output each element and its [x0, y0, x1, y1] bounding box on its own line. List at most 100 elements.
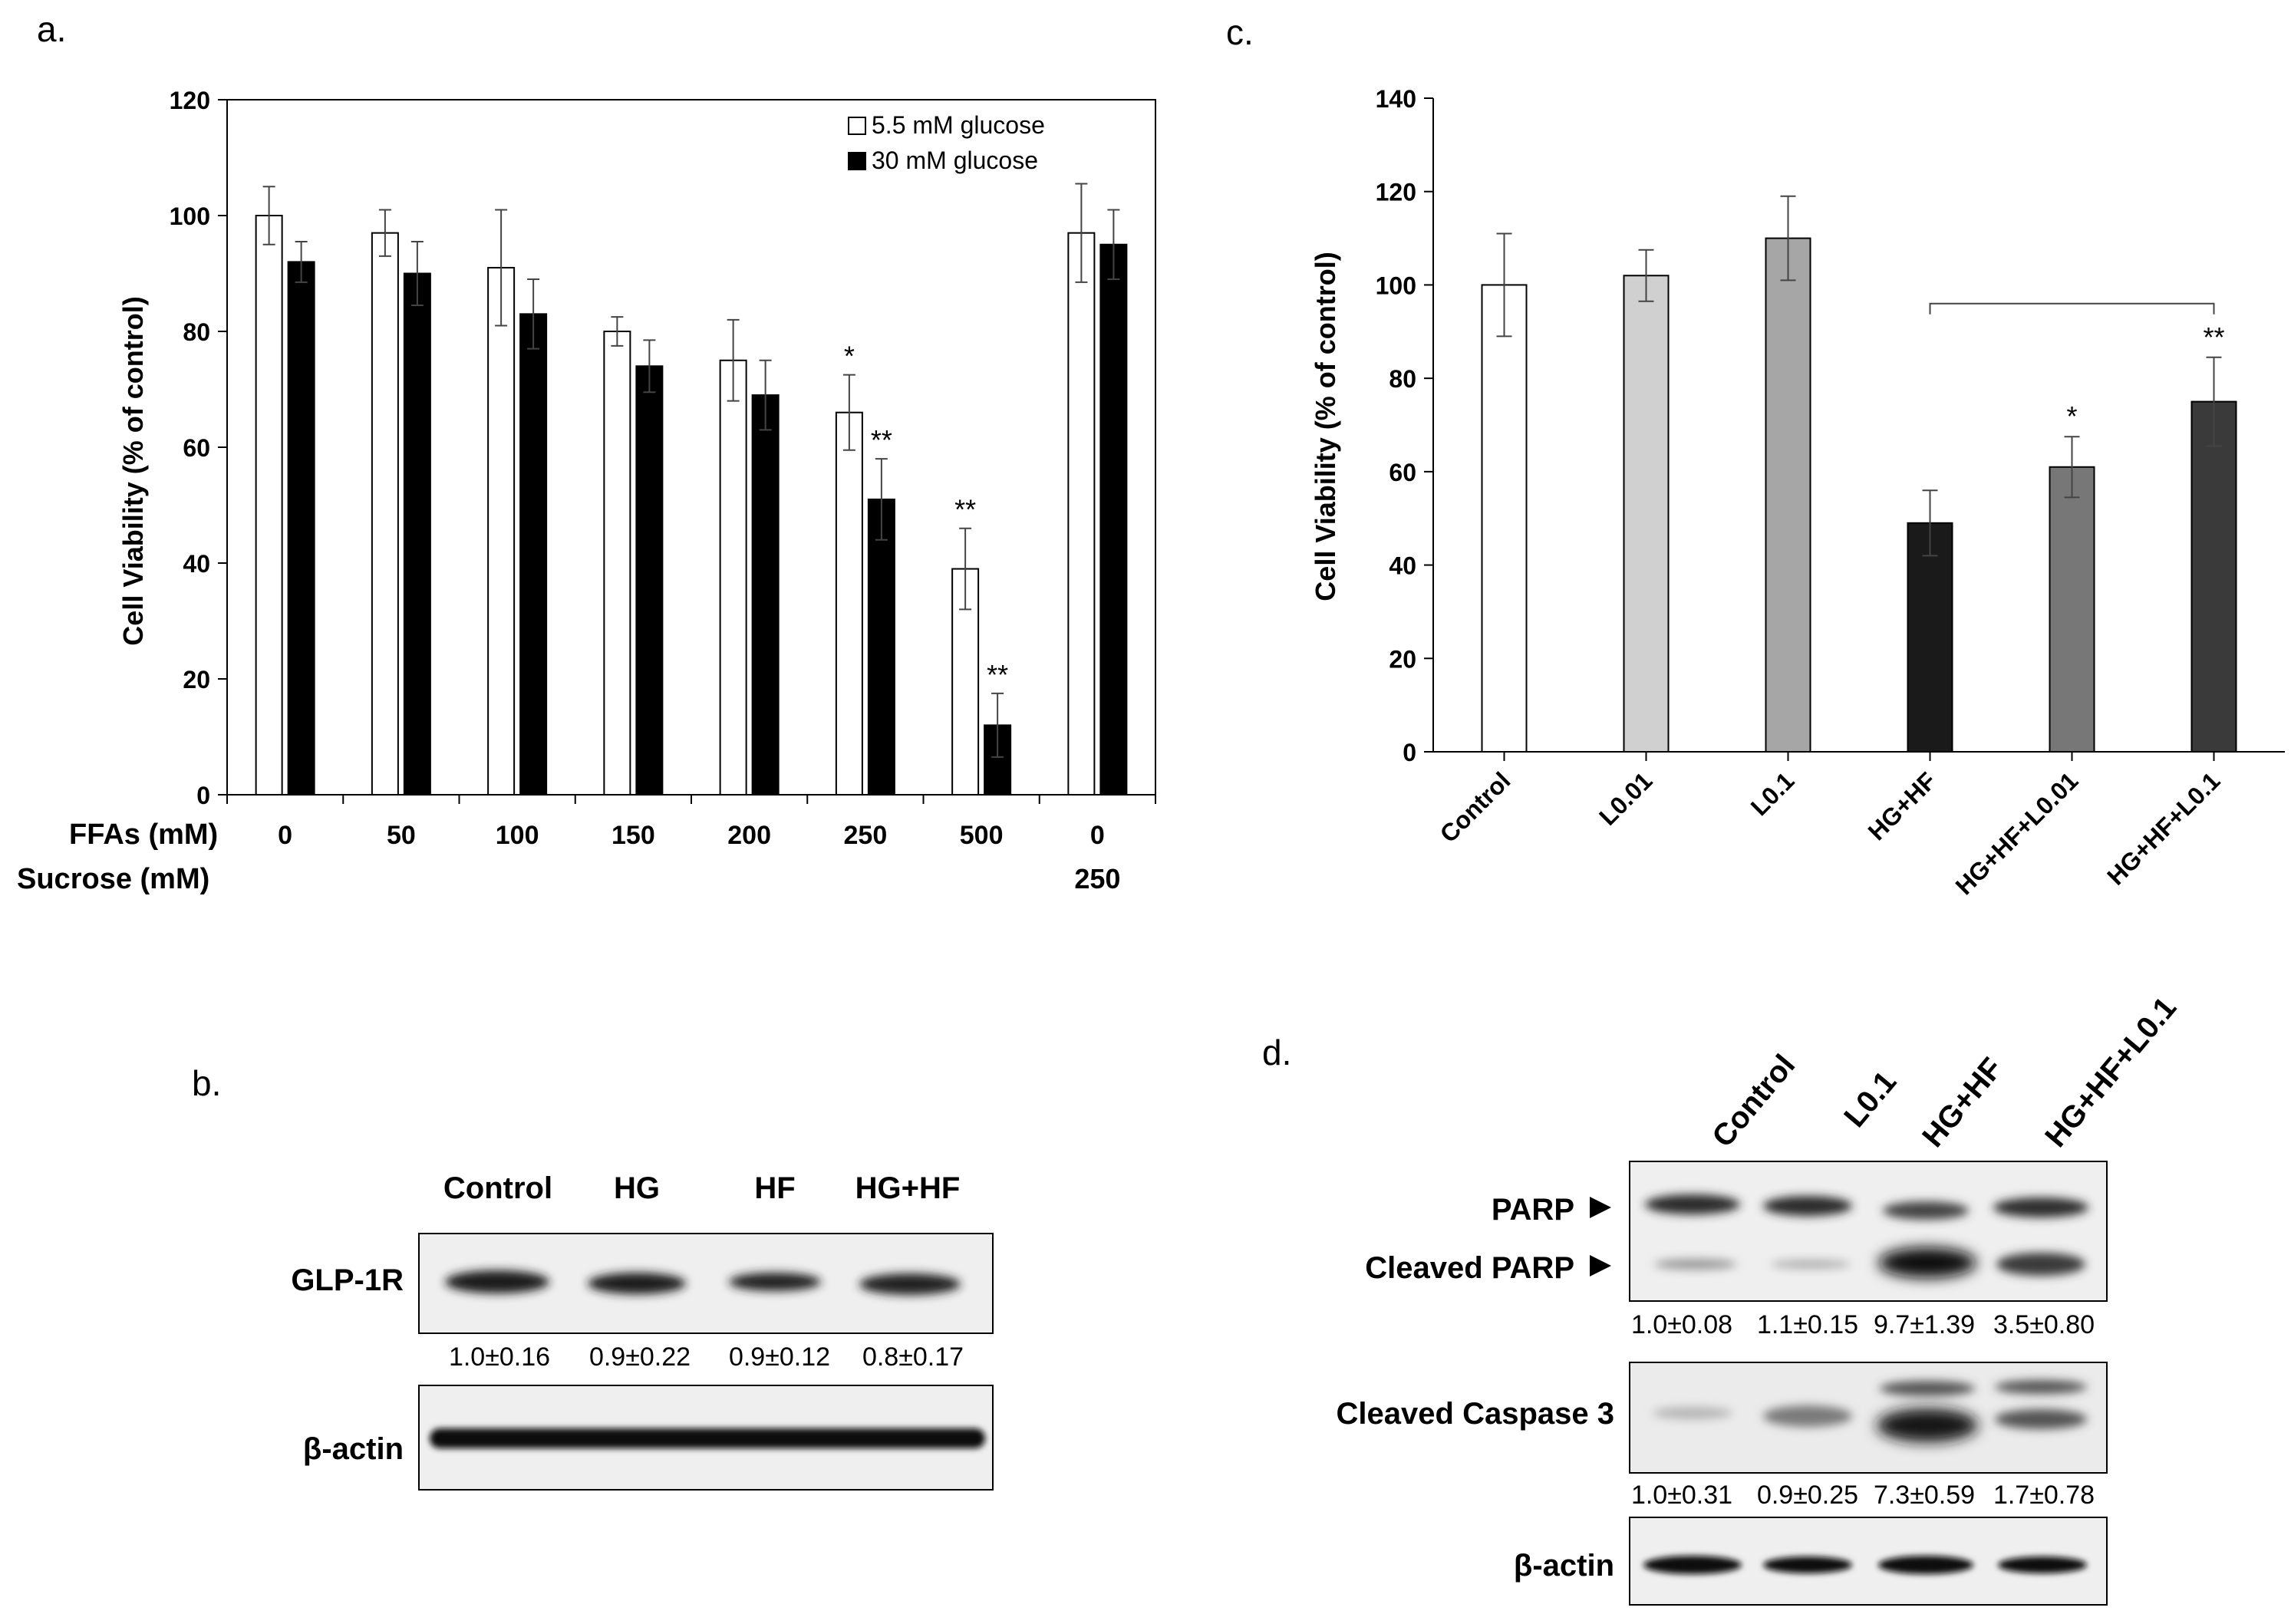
- chart-c-y-tick-label: 80: [1389, 365, 1416, 393]
- chart-c-y-tick-label: 20: [1389, 645, 1416, 673]
- bar-30mm-glucose: [751, 394, 780, 796]
- panel-label-a: a.: [37, 9, 66, 49]
- band-cleaved-parp-l01: [1771, 1260, 1851, 1269]
- chart-c-y-tick-label: 0: [1403, 739, 1416, 766]
- bar-30mm-glucose: [1099, 243, 1128, 796]
- bar-5-5mm-glucose: [371, 232, 399, 796]
- blot-d-lane-control: Control: [1706, 1049, 1801, 1154]
- chart-a-ffa-tick-label: 0: [1090, 821, 1105, 850]
- chart-c-y-axis-label: Cell Viability (% of control): [1310, 252, 1341, 601]
- blot-b: Control HG HF HG+HF GLP-1R 1.0±0.16 0.9±…: [291, 1171, 994, 1491]
- blot-d-parp-label: PARP: [1492, 1193, 1574, 1227]
- chart-a-y-axis-label: Cell Viability (% of control): [117, 296, 149, 645]
- bar-5-5mm-glucose: [951, 568, 980, 796]
- significance-marker: *: [2066, 400, 2077, 432]
- chart-a-frame: [226, 99, 1156, 796]
- bar-5-5mm-glucose: [255, 215, 283, 796]
- blot-b-quant-hg: 0.9±0.22: [589, 1342, 691, 1372]
- blot-d-parp-quant-hghf: 9.7±1.39: [1874, 1310, 1975, 1339]
- chart-c-x-tick-label: L0.1: [1745, 766, 1800, 821]
- chart-a-ffa-tick-label: 100: [496, 821, 539, 850]
- band-actin-b: [430, 1428, 985, 1448]
- chart-c-y-tick-label: 40: [1389, 552, 1416, 580]
- blot-d-lane-hghf-l01: HG+HF+L0.1: [2039, 991, 2183, 1154]
- band-caspase-hghf: [1877, 1408, 1978, 1442]
- blot-b-lane-control: Control: [443, 1171, 552, 1205]
- blot-b-lane-hg: HG: [614, 1171, 660, 1205]
- chart-a-y-tick-label: 60: [183, 434, 210, 462]
- blot-d-parp-membrane: [1629, 1161, 2108, 1302]
- band-actin-d-hghf-l01: [1998, 1556, 2087, 1573]
- blot-d-caspase-quant-control: 1.0±0.31: [1631, 1481, 1732, 1510]
- band-glp1r-control: [445, 1270, 549, 1293]
- comparison-bracket: [1929, 302, 2215, 315]
- chart-c-x-tick-label: HG+HF+L0.01: [1950, 766, 2084, 900]
- chart-c-x-tick-label: HG+HF+L0.1: [2101, 766, 2225, 890]
- band-parp-l01: [1763, 1196, 1852, 1216]
- band-glp1r-hf: [729, 1273, 821, 1291]
- chart-a-ffa-row-label: FFAs (mM): [69, 819, 218, 851]
- chart-c-y-tick-label: 120: [1376, 179, 1416, 206]
- chart-a-ffa-tick-label: 500: [960, 821, 1004, 850]
- blot-d: Control L0.1 HG+HF HG+HF+L0.1 PARP Cleav…: [1337, 991, 2183, 1606]
- chart-c-y-tick-label: 140: [1376, 85, 1416, 113]
- chart-a-y-tick-label: 20: [183, 666, 210, 693]
- bar-30mm-glucose: [403, 272, 431, 796]
- chart-a-ffa-tick-label: 50: [387, 821, 416, 850]
- chart-a-y-tick-label: 40: [183, 550, 210, 578]
- blot-d-parp-quant-l01: 1.1±0.15: [1757, 1310, 1858, 1339]
- band-caspase-l01: [1763, 1405, 1852, 1427]
- bar-hg-hf: [1907, 522, 1953, 753]
- band-cleaved-parp-hghf: [1878, 1247, 1976, 1278]
- bar-hg-hf-l0-01: [2049, 466, 2095, 753]
- panel-label-b: b.: [192, 1063, 221, 1103]
- bar-30mm-glucose: [984, 724, 1012, 796]
- blot-b-quant-control: 1.0±0.16: [449, 1342, 550, 1372]
- bar-5-5mm-glucose: [487, 266, 516, 796]
- chart-c: Cell Viability (% of control) 0 20 40 60 80 1…: [1310, 85, 2285, 900]
- significance-marker: *: [844, 341, 855, 372]
- chart-a-y-tick-label: 100: [170, 203, 210, 230]
- band-parp-hghf: [1883, 1201, 1969, 1220]
- chart-a-ffa-tick-label: 250: [844, 821, 888, 850]
- significance-marker: **: [871, 424, 892, 456]
- blot-b-actin-label: β-actin: [303, 1432, 404, 1466]
- band-actin-d-control: [1643, 1556, 1742, 1574]
- blot-b-quant-hghf: 0.8±0.17: [862, 1342, 964, 1372]
- bar-l0-01: [1623, 275, 1670, 753]
- blot-d-lane-l01: L0.1: [1838, 1065, 1903, 1134]
- band-parp-control: [1645, 1194, 1740, 1214]
- chart-c-x-tick-label: HG+HF: [1863, 766, 1942, 845]
- bar-30mm-glucose: [635, 365, 664, 796]
- panel-label-d: d.: [1262, 1033, 1291, 1072]
- blot-d-parp-quant-control: 1.0±0.08: [1631, 1310, 1732, 1339]
- blot-d-cleaved-parp-label: Cleaved PARP: [1365, 1251, 1574, 1285]
- legend-swatch-30mm: [848, 152, 866, 170]
- bar-5-5mm-glucose: [1067, 232, 1096, 796]
- chart-a-y-tick-label: 0: [196, 782, 210, 809]
- cleaved-parp-arrow-icon: [1590, 1255, 1611, 1276]
- chart-c-y-tick-label: 60: [1389, 459, 1416, 486]
- chart-c-x-tick-label: L0.01: [1594, 766, 1657, 830]
- significance-marker: **: [2203, 321, 2224, 353]
- band-parp-hghf-l01: [1993, 1197, 2088, 1217]
- bar-l0-1: [1765, 237, 1811, 753]
- bar-control: [1481, 284, 1528, 753]
- panel-label-c: c.: [1226, 12, 1254, 52]
- chart-a-sucrose-row-label: Sucrose (mM): [17, 863, 209, 895]
- bar-5-5mm-glucose: [603, 331, 631, 796]
- significance-marker: **: [954, 494, 976, 525]
- chart-a-y-tick-label: 80: [183, 318, 210, 346]
- bar-5-5mm-glucose: [835, 411, 863, 796]
- legend-swatch-5-5mm: [848, 117, 866, 135]
- legend-label-5-5mm: 5.5 mM glucose: [872, 111, 1045, 139]
- blot-d-caspase-label: Cleaved Caspase 3: [1337, 1397, 1614, 1431]
- blot-d-parp-quant-hghf-l01: 3.5±0.80: [1993, 1310, 2095, 1339]
- band-caspase-hghf-upper: [1880, 1381, 1975, 1396]
- chart-c-x-tick-label: Control: [1435, 766, 1516, 848]
- band-glp1r-hghf: [859, 1273, 961, 1295]
- blot-b-lane-hf: HF: [754, 1171, 795, 1205]
- bar-hg-hf-l0-1: [2190, 400, 2237, 753]
- blot-d-lane-hghf: HG+HF: [1916, 1052, 2009, 1154]
